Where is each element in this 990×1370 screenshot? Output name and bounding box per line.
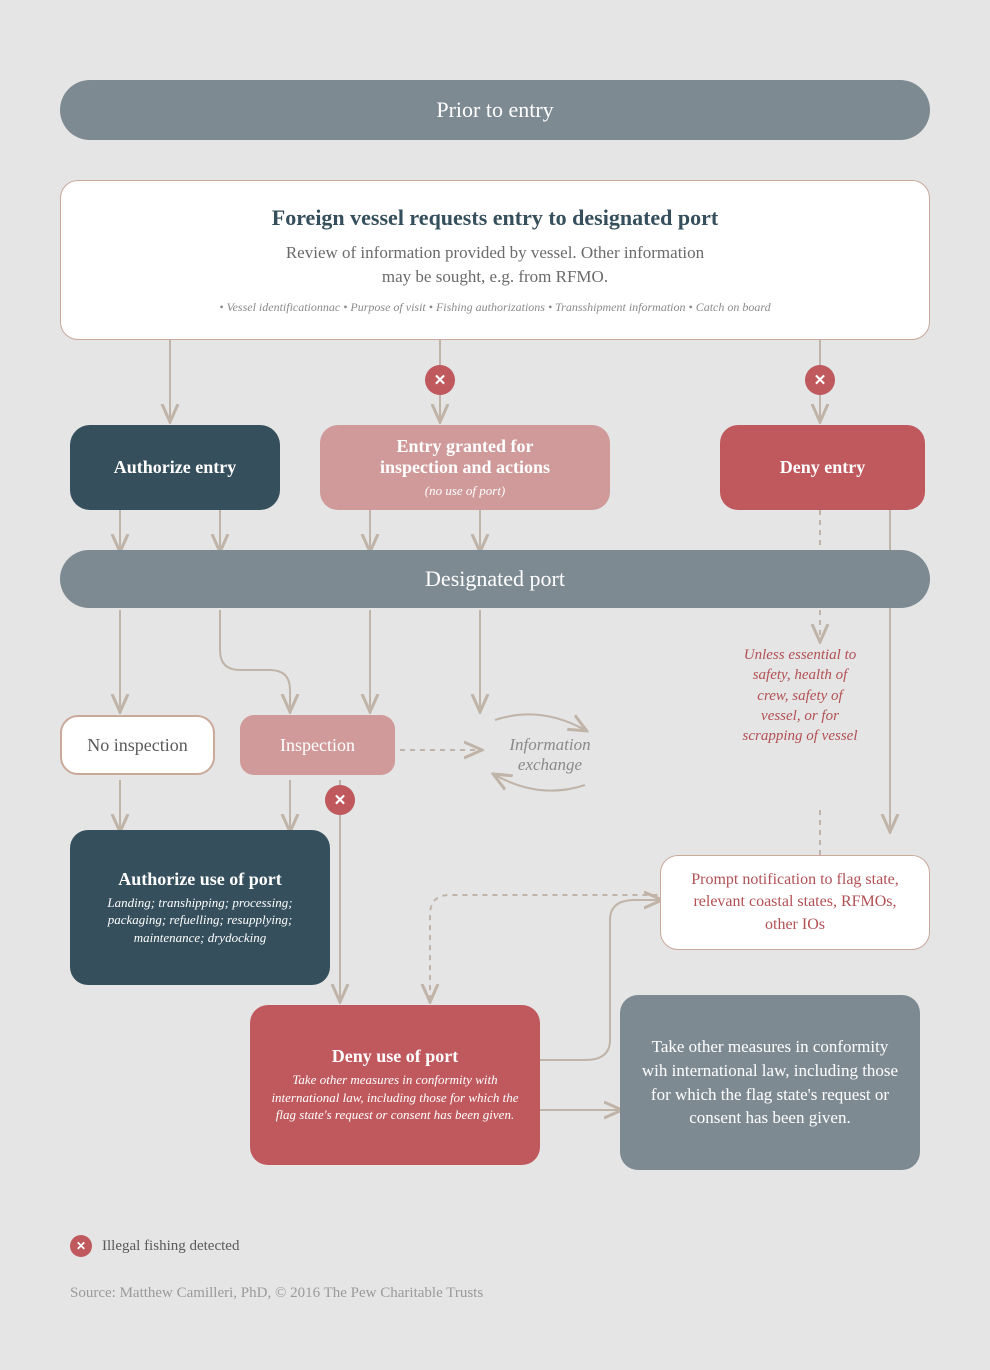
unless-note: Unless essential to safety, health of cr… xyxy=(705,645,895,746)
notification-node: Prompt notification to flag state, relev… xyxy=(660,855,930,950)
deny-use-node: Deny use of port Take other measures in … xyxy=(250,1005,540,1165)
authorize-use-node: Authorize use of port Landing; transhipp… xyxy=(70,830,330,985)
authorize-entry-node: Authorize entry xyxy=(70,425,280,510)
prior-label: Prior to entry xyxy=(436,95,553,126)
prior-to-entry-bar: Prior to entry xyxy=(60,80,930,140)
inspection-node: Inspection xyxy=(240,715,395,775)
legend: Illegal fishing detected xyxy=(70,1235,239,1257)
info-exchange-label: Informationexchange xyxy=(490,735,610,775)
source-text: Source: Matthew Camilleri, PhD, © 2016 T… xyxy=(70,1285,483,1302)
illegal-icon xyxy=(805,365,835,395)
other-measures-node: Take other measures in conformity wih in… xyxy=(620,995,920,1170)
no-inspection-node: No inspection xyxy=(60,715,215,775)
deny-entry-node: Deny entry xyxy=(720,425,925,510)
request-title: Foreign vessel requests entry to designa… xyxy=(272,205,718,231)
illegal-icon xyxy=(70,1235,92,1257)
request-bullets: • Vessel identificationnac • Purpose of … xyxy=(219,300,770,315)
request-subtitle: Review of information provided by vessel… xyxy=(286,241,704,289)
entry-inspection-node: Entry granted forinspection and actions … xyxy=(320,425,610,510)
illegal-icon xyxy=(325,785,355,815)
request-entry-card: Foreign vessel requests entry to designa… xyxy=(60,180,930,340)
designated-port-bar: Designated port xyxy=(60,550,930,608)
illegal-icon xyxy=(425,365,455,395)
